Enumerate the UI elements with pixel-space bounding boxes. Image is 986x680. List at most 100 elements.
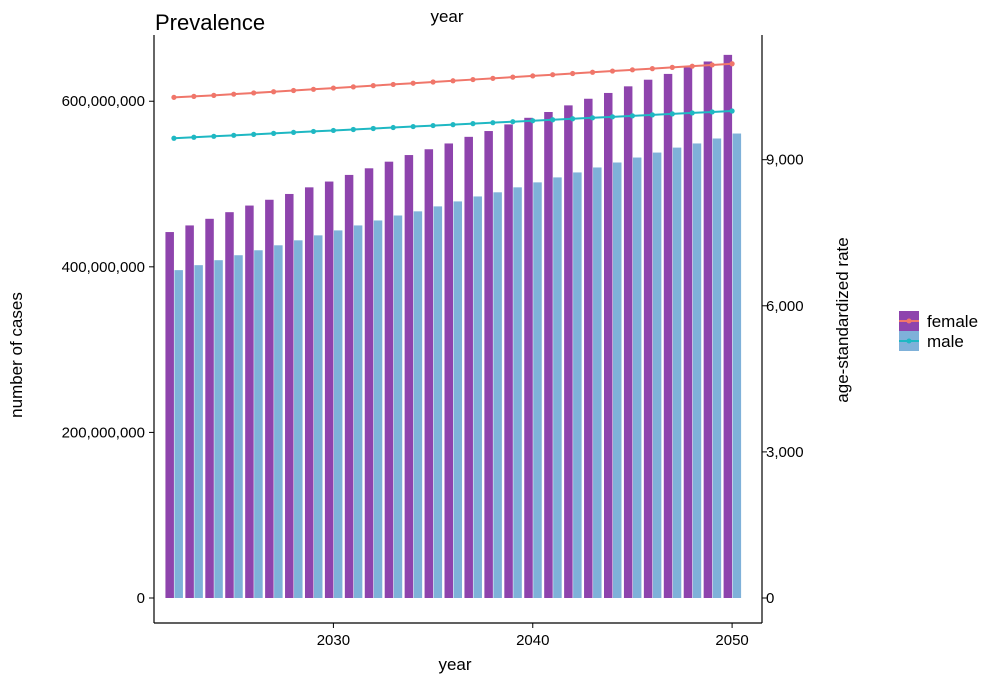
bar-male-2034 [413, 211, 423, 598]
bar-female-2044 [603, 92, 613, 599]
bar-male-2048 [692, 143, 702, 598]
point-male-2048 [689, 110, 695, 116]
bar-male-2022 [174, 270, 183, 598]
bar-female-2032 [364, 168, 374, 598]
legend-item-male: male [899, 331, 964, 351]
point-female-2038 [490, 75, 496, 81]
bar-female-2050 [723, 54, 733, 598]
legend-dot-male [906, 338, 912, 344]
point-female-2023 [191, 93, 197, 99]
point-female-2034 [410, 80, 416, 86]
bar-male-2033 [393, 215, 403, 598]
point-male-2041 [550, 117, 556, 123]
point-female-2035 [430, 79, 436, 85]
bar-female-2028 [285, 193, 294, 598]
y-left-tick-label: 0 [137, 590, 145, 607]
bar-male-2025 [234, 255, 243, 598]
bar-female-2043 [584, 98, 593, 599]
x-tick-label: 2030 [317, 632, 350, 649]
point-male-2024 [211, 133, 217, 139]
bar-female-2035 [424, 149, 434, 598]
point-female-2031 [350, 84, 356, 90]
point-male-2028 [290, 129, 297, 136]
bar-female-2022 [165, 232, 174, 599]
x-tick-label: 2050 [715, 632, 748, 649]
y-left-tick-label: 400,000,000 [62, 259, 145, 276]
x-tick-label: 2040 [516, 632, 549, 649]
bar-male-2049 [712, 138, 722, 598]
y-right-tick-label: 6,000 [766, 298, 804, 315]
point-male-2034 [410, 123, 416, 130]
bar-male-2026 [254, 250, 263, 598]
point-male-2045 [629, 113, 636, 119]
bars-layer [165, 54, 742, 599]
point-female-2047 [669, 64, 675, 70]
bar-female-2026 [245, 205, 254, 598]
bar-male-2035 [433, 206, 443, 598]
bar-male-2041 [553, 177, 562, 598]
bar-male-2046 [652, 152, 662, 599]
bar-male-2045 [632, 157, 642, 599]
bar-female-2034 [404, 155, 414, 599]
bar-female-2036 [444, 143, 454, 598]
x-axis-title: year [438, 655, 471, 674]
point-male-2047 [669, 111, 675, 117]
bar-male-2037 [473, 196, 482, 598]
y-right-tick-label: 9,000 [766, 152, 804, 169]
point-female-2046 [649, 66, 655, 72]
bar-male-2029 [313, 235, 323, 599]
bar-female-2023 [185, 225, 194, 599]
point-female-2044 [609, 68, 616, 74]
bar-male-2039 [513, 187, 522, 598]
point-male-2039 [510, 119, 516, 125]
bar-female-2025 [225, 212, 234, 598]
point-male-2040 [530, 118, 536, 124]
legend-dot-female [906, 318, 912, 324]
point-male-2032 [370, 125, 376, 132]
legend-item-female: female [899, 311, 978, 331]
lines-layer [171, 61, 735, 141]
chart-title: Prevalence [155, 10, 265, 35]
bar-female-2027 [265, 199, 274, 598]
bar-female-2041 [544, 111, 553, 598]
point-female-2041 [550, 72, 556, 78]
bar-female-2038 [484, 131, 493, 598]
bar-female-2033 [384, 161, 394, 599]
y-right-axis-title: age-standardized rate [833, 237, 852, 402]
point-female-2037 [470, 76, 476, 83]
point-male-2023 [191, 134, 197, 140]
bar-male-2040 [533, 182, 542, 598]
point-female-2049 [709, 62, 715, 68]
bar-male-2032 [373, 220, 383, 599]
bar-female-2024 [205, 218, 214, 598]
bar-female-2037 [464, 136, 473, 598]
point-female-2024 [211, 92, 217, 98]
point-male-2030 [330, 127, 337, 134]
bar-female-2039 [504, 124, 513, 598]
bar-female-2047 [663, 73, 673, 599]
bar-male-2043 [593, 167, 602, 598]
point-female-2050 [729, 61, 735, 67]
legend-label-female: female [927, 312, 978, 331]
point-male-2042 [570, 116, 576, 122]
bar-female-2042 [564, 105, 573, 598]
bar-female-2029 [304, 187, 314, 598]
bar-female-2040 [524, 117, 533, 598]
point-male-2049 [709, 109, 715, 115]
point-female-2029 [310, 86, 317, 92]
bar-male-2023 [194, 265, 203, 598]
point-female-2036 [450, 78, 456, 84]
point-male-2035 [430, 122, 436, 129]
point-female-2042 [570, 70, 576, 77]
bar-female-2031 [344, 174, 354, 598]
legend: female male [899, 311, 978, 351]
point-male-2038 [490, 120, 496, 126]
point-male-2025 [231, 132, 237, 138]
bar-female-2049 [703, 61, 713, 598]
bar-male-2036 [453, 201, 463, 598]
point-female-2048 [689, 63, 695, 69]
point-female-2040 [530, 73, 536, 79]
point-male-2037 [470, 121, 476, 127]
point-female-2026 [251, 90, 257, 96]
